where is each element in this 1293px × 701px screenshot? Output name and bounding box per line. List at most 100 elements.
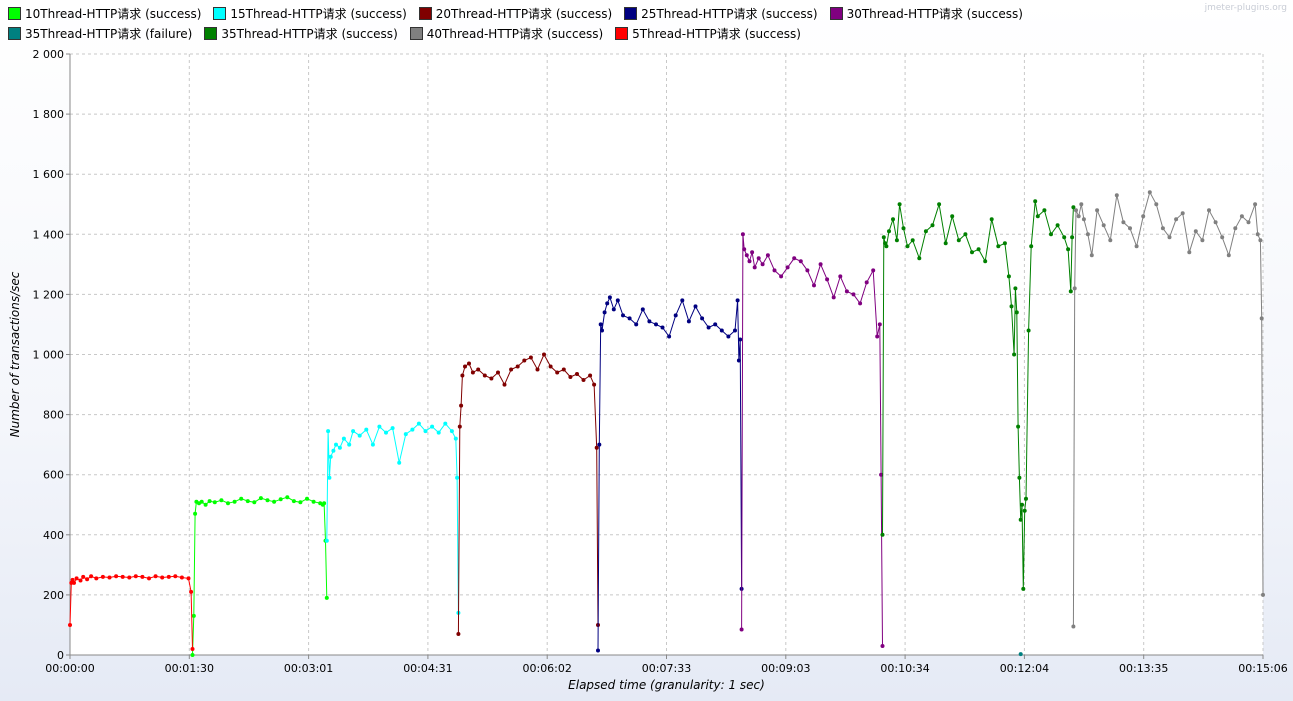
data-point [602,310,607,315]
legend-label: 30Thread-HTTP请求 (success) [846,7,1023,21]
data-point [203,502,208,507]
data-point [100,574,105,579]
data-point [719,328,724,333]
data-point [950,214,955,219]
data-point [496,370,500,375]
data-point [1220,235,1225,240]
data-point [78,578,83,583]
data-point [1068,289,1073,294]
data-point [219,498,224,503]
data-point [482,373,487,378]
data-point [357,433,362,438]
data-point [298,500,303,505]
data-point [976,247,981,252]
data-point [798,259,803,264]
data-point [226,501,230,506]
data-point [812,283,816,288]
data-point [851,292,856,297]
data-point [901,226,906,231]
data-point [956,238,961,243]
data-point [397,460,402,465]
data-point [1016,424,1021,429]
data-point [930,223,935,228]
x-tick-label: 00:10:34 [880,662,929,675]
data-point [1062,235,1067,240]
x-tick-label: 00:09:03 [761,662,810,675]
data-point [94,576,99,581]
data-point [1207,208,1211,213]
legend-label: 10Thread-HTTP请求 (success) [25,7,202,21]
data-point [364,427,369,432]
legend-swatch [213,7,227,20]
data-point [1018,517,1023,522]
legend-item: 35Thread-HTTP请求 (failure) [8,26,192,41]
data-point [384,430,388,435]
data-point [1233,226,1238,231]
data-point [341,436,346,441]
data-point [1167,235,1172,240]
data-point [905,244,910,249]
data-point [706,325,711,330]
data-point [127,575,132,580]
legend-item: 15Thread-HTTP请求 (success) [213,6,407,21]
legend-item: 30Thread-HTTP请求 (success) [829,6,1023,21]
data-point [1049,232,1053,237]
data-point [85,577,90,582]
data-point [555,370,560,375]
data-point [160,575,165,580]
legend-item: 10Thread-HTTP请求 (success) [8,6,201,21]
data-point [416,421,421,426]
y-tick-label: 600 [43,469,64,482]
y-tick-label: 1 600 [33,168,65,181]
data-point [272,499,277,504]
data-point [548,364,553,369]
data-point [765,253,770,258]
data-point [615,298,620,303]
data-point [894,238,899,243]
data-point [600,328,604,333]
data-point [792,256,797,261]
data-point [403,432,408,437]
data-point [252,500,257,505]
data-point [1071,205,1076,210]
data-point [232,499,237,504]
data-point [910,238,915,243]
data-point [760,262,765,267]
data-point [324,595,329,600]
data-point [1180,211,1185,216]
data-point [818,262,823,267]
data-point [1134,244,1139,249]
legend-swatch [8,27,21,40]
data-point [880,532,885,537]
y-tick-label: 400 [43,529,64,542]
data-point [1072,286,1077,291]
data-point [430,424,435,429]
watermark-text: jmeter-plugins.org [1204,3,1287,13]
data-point [1012,352,1017,357]
data-point [864,280,869,285]
legend-swatch [418,7,432,20]
data-point [1024,496,1028,501]
data-point [331,448,336,453]
data-point [1193,229,1198,234]
x-tick-label: 00:07:33 [642,662,691,675]
legend-swatch [829,7,843,20]
data-point [871,268,876,273]
data-point [239,496,244,501]
data-point [1074,208,1078,213]
data-point [1020,502,1024,507]
data-point [436,430,441,435]
x-tick-label: 00:12:04 [1000,662,1049,675]
data-point [594,445,599,450]
data-point [1021,586,1026,591]
data-point [370,442,375,447]
data-point [1013,286,1018,291]
data-point [1213,220,1218,225]
y-tick-label: 200 [43,589,64,602]
data-point [883,241,888,246]
data-point [245,499,250,504]
data-point [1121,220,1126,225]
data-point [334,442,338,447]
data-point [647,319,652,324]
data-point [114,574,119,579]
